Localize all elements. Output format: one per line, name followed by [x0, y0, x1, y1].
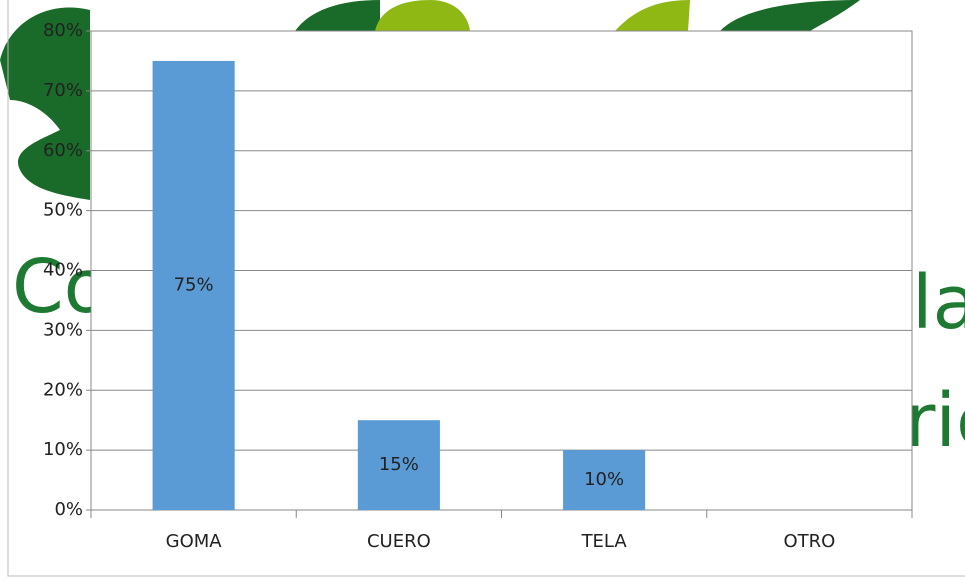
bar [563, 450, 646, 510]
y-tick-label: 60% [43, 140, 83, 161]
decor-blob [720, 0, 860, 31]
y-tick-label: 0% [54, 499, 83, 520]
data-label: 15% [379, 454, 419, 475]
data-label: 10% [584, 469, 624, 490]
data-label: 75% [174, 274, 214, 295]
y-tick-label: 80% [43, 20, 83, 41]
chart-frame [7, 0, 965, 577]
background-text: ric [905, 378, 965, 464]
decor-blob [295, 0, 380, 31]
decor-blob [0, 7, 90, 200]
y-tick-label: 50% [43, 200, 83, 221]
decor-blob [375, 0, 470, 31]
y-tick-label: 20% [43, 379, 83, 400]
x-tick-label: CUERO [367, 531, 431, 552]
decor-blob [615, 0, 690, 31]
x-tick-label: TELA [581, 531, 628, 552]
y-tick-label: 30% [43, 319, 83, 340]
background-text: la [912, 260, 965, 346]
x-tick-label: OTRO [783, 531, 835, 552]
bar [152, 60, 235, 510]
y-tick-label: 70% [43, 80, 83, 101]
background: Co la ric [0, 0, 965, 464]
y-tick-label: 40% [43, 260, 83, 281]
y-tick-label: 10% [43, 439, 83, 460]
x-tick-label: GOMA [166, 531, 223, 552]
bar [357, 420, 440, 510]
